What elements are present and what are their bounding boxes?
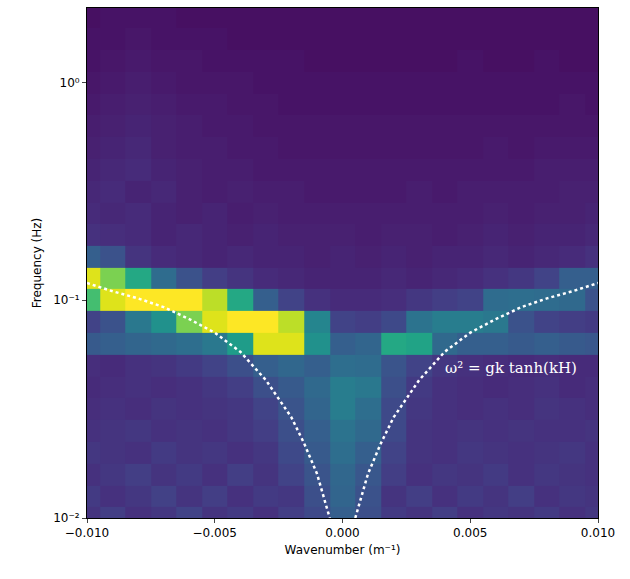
svg-text:0.005: 0.005 [453, 526, 487, 540]
svg-text:10⁻²: 10⁻² [53, 511, 80, 525]
svg-text:−0.010: −0.010 [65, 526, 109, 540]
svg-text:Frequency (Hz): Frequency (Hz) [30, 218, 44, 309]
svg-text:10⁰: 10⁰ [60, 76, 80, 90]
svg-text:0.000: 0.000 [325, 526, 359, 540]
svg-text:ω² = gk tanh(kH): ω² = gk tanh(kH) [445, 359, 577, 377]
svg-text:Wavenumber (m⁻¹): Wavenumber (m⁻¹) [285, 543, 401, 557]
svg-text:10⁻¹: 10⁻¹ [53, 293, 80, 307]
svg-text:−0.005: −0.005 [193, 526, 237, 540]
svg-text:0.010: 0.010 [581, 526, 615, 540]
